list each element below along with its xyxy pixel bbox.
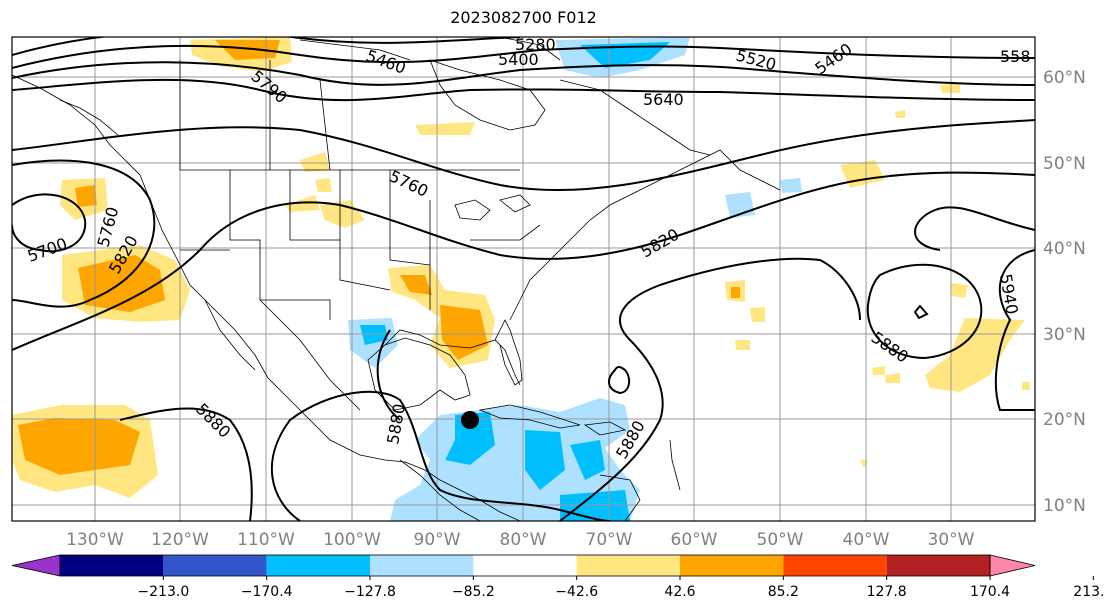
lon-label: 100°W xyxy=(323,530,381,550)
graticule xyxy=(12,37,1035,521)
colorbar-tick-label: 127.8 xyxy=(867,584,907,600)
colorbar-tick-labels: −213.0 −170.4 −127.8 −85.2 −42.6 42.6 85.2 127.… xyxy=(137,584,1105,600)
colorbar-tick-label: −170.4 xyxy=(241,584,293,600)
latitude-labels: 60°N 50°N 40°N 30°N 20°N 10°N xyxy=(1043,68,1086,516)
colorbar-tick-label: 85.2 xyxy=(768,584,799,600)
lat-label: 20°N xyxy=(1043,410,1086,430)
colorbar xyxy=(11,554,1094,580)
colorbar-tick-label: −85.2 xyxy=(452,584,495,600)
colorbar-segment xyxy=(370,555,474,576)
lat-label: 50°N xyxy=(1043,154,1086,174)
contour-label: 5820 xyxy=(638,225,683,262)
contour-label: 5940 xyxy=(996,272,1022,315)
colorbar-segment xyxy=(680,555,784,576)
lat-label: 30°N xyxy=(1043,325,1086,345)
contour-label: 5760 xyxy=(386,166,431,200)
lon-label: 120°W xyxy=(151,530,209,550)
lon-label: 90°W xyxy=(414,530,461,550)
storm-center-marker xyxy=(461,411,479,429)
lon-label: 80°W xyxy=(500,530,547,550)
colorbar-extend-min xyxy=(11,554,61,577)
colorbar-tick-label: 170.4 xyxy=(970,584,1010,600)
map-frame xyxy=(11,36,1036,522)
map-title: 2023082700 F012 xyxy=(450,8,597,27)
colorbar-segment xyxy=(783,555,887,576)
lon-label: 70°W xyxy=(586,530,633,550)
colorbar-segment xyxy=(473,555,577,576)
lat-label: 10°N xyxy=(1043,496,1086,516)
colorbar-extend-max xyxy=(989,554,1036,577)
lon-label: 40°W xyxy=(843,530,890,550)
lat-label: 40°N xyxy=(1043,239,1086,259)
colorbar-segment xyxy=(60,555,164,576)
contour-label: 5460 xyxy=(811,39,855,78)
contour-label: 5880 xyxy=(383,402,409,445)
lon-label: 50°W xyxy=(757,530,804,550)
contour-label: 5400 xyxy=(498,50,539,69)
colorbar-segment xyxy=(576,555,680,576)
contour-label: 5880 xyxy=(192,399,234,441)
shaded-anomaly-layer xyxy=(12,37,1030,521)
colorbar-segment xyxy=(886,555,990,576)
colorbar-tick-label: 42.6 xyxy=(664,584,695,600)
contour-label: 5460 xyxy=(364,46,409,78)
lon-label: 130°W xyxy=(66,530,124,550)
longitude-labels: 130°W 120°W 110°W 100°W 90°W 80°W 70°W 60°W 50°W… xyxy=(66,530,975,550)
height-contours xyxy=(12,37,1035,521)
contour-label: 5640 xyxy=(643,90,684,109)
lat-label: 60°N xyxy=(1043,68,1086,88)
colorbar-tick-label: −127.8 xyxy=(344,584,396,600)
colorbar-tick-label: −42.6 xyxy=(555,584,598,600)
coastlines xyxy=(12,37,781,521)
lon-label: 60°W xyxy=(671,530,718,550)
lon-label: 110°W xyxy=(237,530,295,550)
colorbar-segment xyxy=(163,555,267,576)
colorbar-segment xyxy=(266,555,370,576)
colorbar-tick-label: 213.0 xyxy=(1073,584,1105,600)
colorbar-tick-label: −213.0 xyxy=(137,584,189,600)
contour-label: 558 xyxy=(1000,47,1031,66)
contour-label: 5280 xyxy=(515,35,556,54)
lon-label: 30°W xyxy=(928,530,975,550)
